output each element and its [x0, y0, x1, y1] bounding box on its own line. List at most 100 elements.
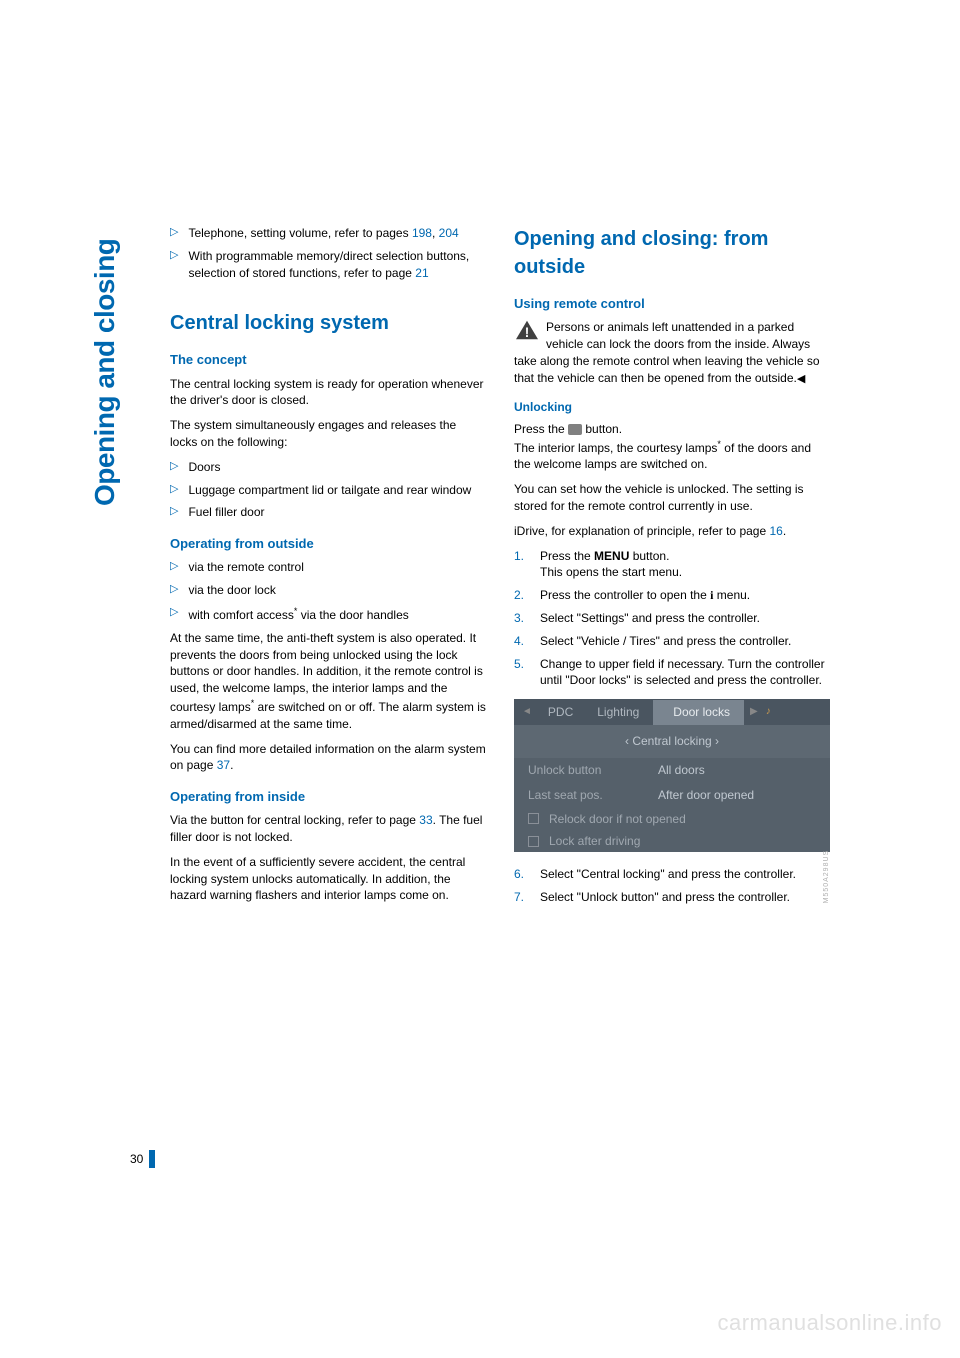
text: menu. — [713, 588, 750, 602]
paragraph: You can set how the vehicle is unlocked.… — [514, 481, 830, 515]
tab-doorlocks-active: Door locks — [653, 700, 744, 725]
bold-text: MENU — [594, 549, 629, 563]
step-number: 5. — [514, 656, 530, 690]
step-text: Select "Unlock button" and press the con… — [540, 889, 830, 906]
bullet-text: Doors — [188, 459, 486, 476]
text: button. — [582, 422, 622, 436]
right-column: Opening and closing: from outside Using … — [514, 225, 830, 912]
setting-row: Last seat pos. After door opened — [514, 783, 830, 808]
checkbox-label: Relock door if not opened — [549, 811, 686, 828]
text: Telephone, setting volume, refer to page… — [188, 226, 411, 240]
step-text: Press the controller to open the i menu. — [540, 587, 830, 604]
step-number: 3. — [514, 610, 530, 627]
paragraph: In the event of a sufficiently severe ac… — [170, 854, 486, 904]
text: iDrive, for explanation of principle, re… — [514, 524, 769, 538]
step-number: 2. — [514, 587, 530, 604]
page-accent-bar — [149, 1150, 155, 1168]
step-number: 1. — [514, 548, 530, 582]
watermark: carmanualsonline.info — [717, 1310, 942, 1336]
triangle-bullet-icon: ▷ — [170, 459, 178, 476]
tab-pdc: PDC — [538, 701, 583, 724]
bullet-item: ▷ Telephone, setting volume, refer to pa… — [170, 225, 486, 242]
step-text: Select "Central locking" and press the c… — [540, 866, 830, 883]
paragraph: At the same time, the anti-theft system … — [170, 630, 486, 733]
bullet-item: ▷ via the remote control — [170, 559, 486, 576]
text: Via the button for central locking, refe… — [170, 813, 419, 827]
step-number: 7. — [514, 889, 530, 906]
subsection-heading: Operating from inside — [170, 788, 486, 806]
bullet-text: with comfort access* via the door handle… — [188, 605, 486, 624]
ordered-item: 7. Select "Unlock button" and press the … — [514, 889, 830, 906]
page-number: 30 — [130, 1150, 155, 1168]
checkbox-icon — [528, 836, 539, 847]
bullet-text: via the remote control — [188, 559, 486, 576]
setting-value: All doors — [658, 762, 705, 779]
step-text: Select "Settings" and press the controll… — [540, 610, 830, 627]
page-ref-link[interactable]: 33 — [419, 813, 432, 827]
step-text: Press the MENU button.This opens the sta… — [540, 548, 830, 582]
paragraph: You can find more detailed information o… — [170, 741, 486, 775]
sub3-heading: Unlocking — [514, 399, 830, 416]
bullet-text: via the door lock — [188, 582, 486, 599]
ordered-item: 2. Press the controller to open the i me… — [514, 587, 830, 604]
text: This opens the start menu. — [540, 565, 682, 579]
image-code: M550A298US — [822, 850, 832, 904]
tab-lighting: Lighting — [587, 701, 649, 724]
triangle-bullet-icon: ▷ — [170, 559, 178, 576]
sub-header: ‹ Central locking › — [514, 725, 830, 758]
bullet-item: ▷ with comfort access* via the door hand… — [170, 605, 486, 624]
bullet-item: ▷ Fuel filler door — [170, 504, 486, 521]
setting-value: After door opened — [658, 787, 754, 804]
left-arrow-icon: ◄ — [520, 705, 534, 719]
ordered-item: 5. Change to upper field if necessary. T… — [514, 656, 830, 690]
bullet-item: ▷ via the door lock — [170, 582, 486, 599]
checkbox-row: Relock door if not opened — [514, 808, 830, 831]
text: Press the — [514, 422, 568, 436]
triangle-bullet-icon: ▷ — [170, 248, 178, 282]
bullet-text: Telephone, setting volume, refer to page… — [188, 225, 486, 242]
paragraph: iDrive, for explanation of principle, re… — [514, 523, 830, 540]
warning-triangle-icon: ! — [514, 319, 540, 341]
text: Press the — [540, 549, 594, 563]
bullet-text: Luggage compartment lid or tailgate and … — [188, 482, 486, 499]
page-ref-link[interactable]: 16 — [769, 524, 782, 538]
triangle-bullet-icon: ▷ — [170, 582, 178, 599]
paragraph: The central locking system is ready for … — [170, 376, 486, 410]
page-ref-link[interactable]: 37 — [217, 758, 230, 772]
ordered-item: 6. Select "Central locking" and press th… — [514, 866, 830, 883]
step-number: 6. — [514, 866, 530, 883]
bullet-text: Fuel filler door — [188, 504, 486, 521]
step-text: Change to upper field if necessary. Turn… — [540, 656, 830, 690]
checkbox-icon — [528, 813, 539, 824]
svg-text:!: ! — [525, 325, 530, 340]
sound-icon: ♪ — [764, 705, 773, 719]
remote-button-icon — [568, 424, 582, 435]
text: The interior lamps, the courtesy lamps — [514, 441, 717, 455]
ordered-item: 3. Select "Settings" and press the contr… — [514, 610, 830, 627]
subsection-heading: Using remote control — [514, 295, 830, 313]
subsection-heading: Operating from outside — [170, 535, 486, 553]
triangle-bullet-icon: ▷ — [170, 605, 178, 624]
ordered-item: 1. Press the MENU button.This opens the … — [514, 548, 830, 582]
bullet-item: ▷ Luggage compartment lid or tailgate an… — [170, 482, 486, 499]
checkbox-row: Lock after driving — [514, 830, 830, 853]
tab-bar: ◄ PDC Lighting Door locks ▶ ♪ — [514, 699, 830, 725]
subsection-heading: The concept — [170, 351, 486, 369]
text: Press the controller to open the — [540, 588, 710, 602]
section-heading: Opening and closing: from outside — [514, 225, 830, 281]
idrive-screenshot: ◄ PDC Lighting Door locks ▶ ♪ ‹ Central … — [514, 699, 830, 852]
content-columns: ▷ Telephone, setting volume, refer to pa… — [170, 225, 830, 912]
text: via the door handles — [297, 608, 408, 622]
bullet-item: ▷ Doors — [170, 459, 486, 476]
paragraph: Via the button for central locking, refe… — [170, 812, 486, 846]
step-number: 4. — [514, 633, 530, 650]
page-number-text: 30 — [130, 1152, 143, 1166]
setting-label: Unlock button — [528, 762, 658, 779]
text: with comfort access — [188, 608, 293, 622]
page-ref-link[interactable]: 204 — [439, 226, 459, 240]
triangle-bullet-icon: ▷ — [170, 225, 178, 242]
page-ref-link[interactable]: 198 — [412, 226, 432, 240]
ordered-item: 4. Select "Vehicle / Tires" and press th… — [514, 633, 830, 650]
page-ref-link[interactable]: 21 — [415, 266, 428, 280]
triangle-bullet-icon: ▷ — [170, 482, 178, 499]
